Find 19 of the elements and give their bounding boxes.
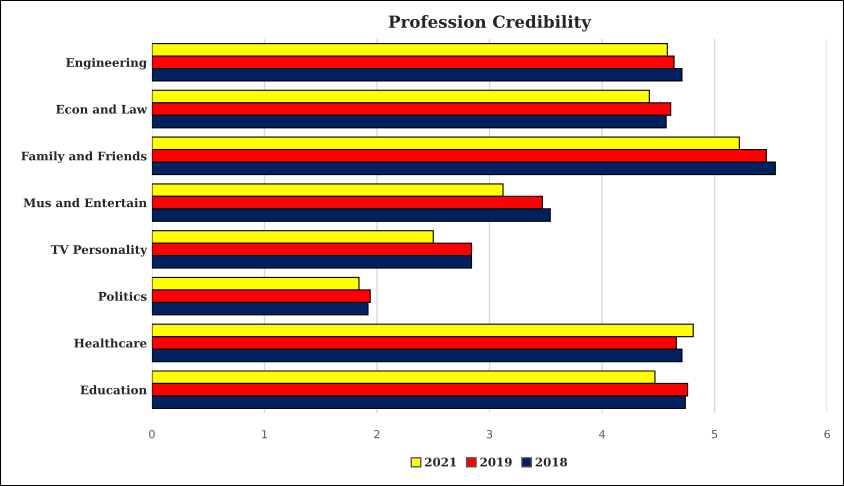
x-tick-label: 3 <box>486 430 492 438</box>
y-tick-label: Family and Friends <box>21 151 147 163</box>
y-tick-label: Engineering <box>66 58 147 70</box>
chart-title: Profession Credibility <box>388 15 592 32</box>
x-tick-label: 6 <box>824 430 830 438</box>
y-tick-label: TV Personality <box>50 244 148 256</box>
legend-label: 2019 <box>480 458 512 467</box>
x-tick-label: 2 <box>374 430 380 438</box>
y-tick-label: Education <box>80 385 147 394</box>
x-tick-label: 0 <box>149 430 155 438</box>
x-tick-label: 5 <box>712 430 718 438</box>
x-tick-label: 1 <box>262 430 267 438</box>
legend-label: 2018 <box>536 458 568 467</box>
legend-label: 2021 <box>425 458 456 467</box>
y-tick-label: Mus and Entertain <box>24 198 147 208</box>
x-tick-label: 4 <box>599 430 605 438</box>
y-tick-label: Econ and Law <box>56 104 148 114</box>
y-tick-label: Politics <box>98 292 147 301</box>
y-tick-label: Healthcare <box>74 338 147 348</box>
